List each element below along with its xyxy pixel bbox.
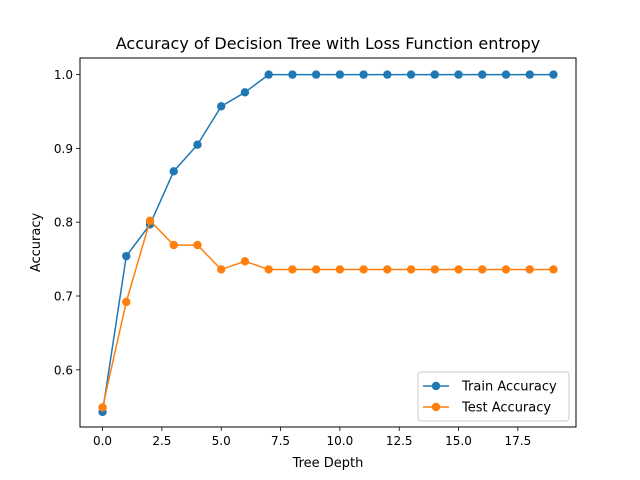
train-accuracy-point	[430, 70, 439, 79]
x-axis: 0.0 2.5 5.0 7.5 10.0 12.5 15.0 17.5	[93, 427, 531, 448]
axes-background	[80, 58, 576, 427]
train-accuracy-point	[359, 70, 368, 79]
x-tick-label: 15.0	[445, 434, 472, 448]
test-accuracy-point	[430, 265, 439, 274]
legend-train-accuracy-label: Train Accuracy	[461, 380, 557, 395]
train-accuracy-point	[311, 70, 321, 79]
y-tick-label: 0.9	[54, 142, 73, 156]
y-tick-label: 0.8	[54, 216, 73, 230]
train-accuracy-point	[122, 251, 131, 261]
test-accuracy-point	[217, 265, 226, 274]
test-accuracy-point	[383, 265, 392, 274]
legend-test-accuracy-label: Test Accuracy	[461, 401, 551, 416]
train-accuracy-point	[406, 70, 416, 79]
x-tick-label: 0.0	[93, 434, 112, 448]
x-tick-label: 5.0	[212, 434, 231, 448]
train-accuracy-point	[478, 70, 487, 79]
legend-train-accuracy-marker	[431, 381, 441, 391]
train-accuracy-point	[264, 70, 273, 79]
x-tick-label: 2.5	[152, 434, 171, 448]
test-accuracy-point	[335, 265, 345, 274]
test-accuracy-point	[454, 265, 463, 274]
y-axis-label: Accuracy	[29, 213, 44, 273]
test-accuracy-point	[169, 240, 178, 250]
test-accuracy-point	[288, 265, 297, 274]
axes-frame	[79, 57, 577, 428]
train-accuracy-point	[454, 70, 463, 79]
y-tick-label: 0.6	[54, 363, 73, 377]
train-accuracy-point	[288, 70, 297, 79]
x-tick-label: 12.5	[386, 434, 413, 448]
train-accuracy-point	[240, 88, 250, 97]
chart-title: Accuracy of Decision Tree with Loss Func…	[116, 34, 541, 53]
test-accuracy-point	[145, 216, 155, 225]
test-accuracy-point	[501, 265, 511, 274]
x-tick-label: 7.5	[271, 434, 290, 448]
test-accuracy-point	[549, 265, 558, 274]
test-accuracy-point	[478, 265, 487, 274]
test-accuracy-point	[525, 265, 534, 274]
test-accuracy-point	[311, 265, 321, 274]
y-axis: 0.6 0.7 0.8 0.9 1.0	[54, 68, 80, 377]
series-layer	[98, 70, 558, 417]
legend: Train Accuracy Test Accuracy	[417, 371, 570, 422]
train-accuracy-point	[549, 70, 558, 79]
test-accuracy-point	[193, 240, 202, 250]
train-accuracy-point	[525, 70, 534, 79]
plot-area	[80, 58, 576, 427]
x-axis-label: Tree Depth	[292, 456, 364, 471]
test-accuracy-point	[359, 265, 368, 274]
x-tick-label: 17.5	[504, 434, 531, 448]
test-accuracy-point	[98, 403, 107, 412]
y-tick-label: 0.7	[54, 290, 73, 304]
test-accuracy-point	[122, 297, 131, 307]
legend-test-accuracy-marker	[431, 402, 441, 412]
test-accuracy-point	[406, 265, 416, 274]
legend-box	[417, 371, 570, 422]
train-accuracy-point	[193, 140, 202, 149]
x-tick-label: 10.0	[327, 434, 354, 448]
test-accuracy-point	[264, 265, 273, 274]
train-accuracy-point	[169, 167, 178, 176]
train-accuracy-point	[217, 102, 226, 111]
train-accuracy-point	[501, 70, 511, 79]
test-accuracy-point	[240, 257, 250, 266]
train-accuracy-point	[335, 70, 345, 79]
train-accuracy-point	[383, 70, 392, 79]
y-tick-label: 1.0	[54, 68, 73, 82]
